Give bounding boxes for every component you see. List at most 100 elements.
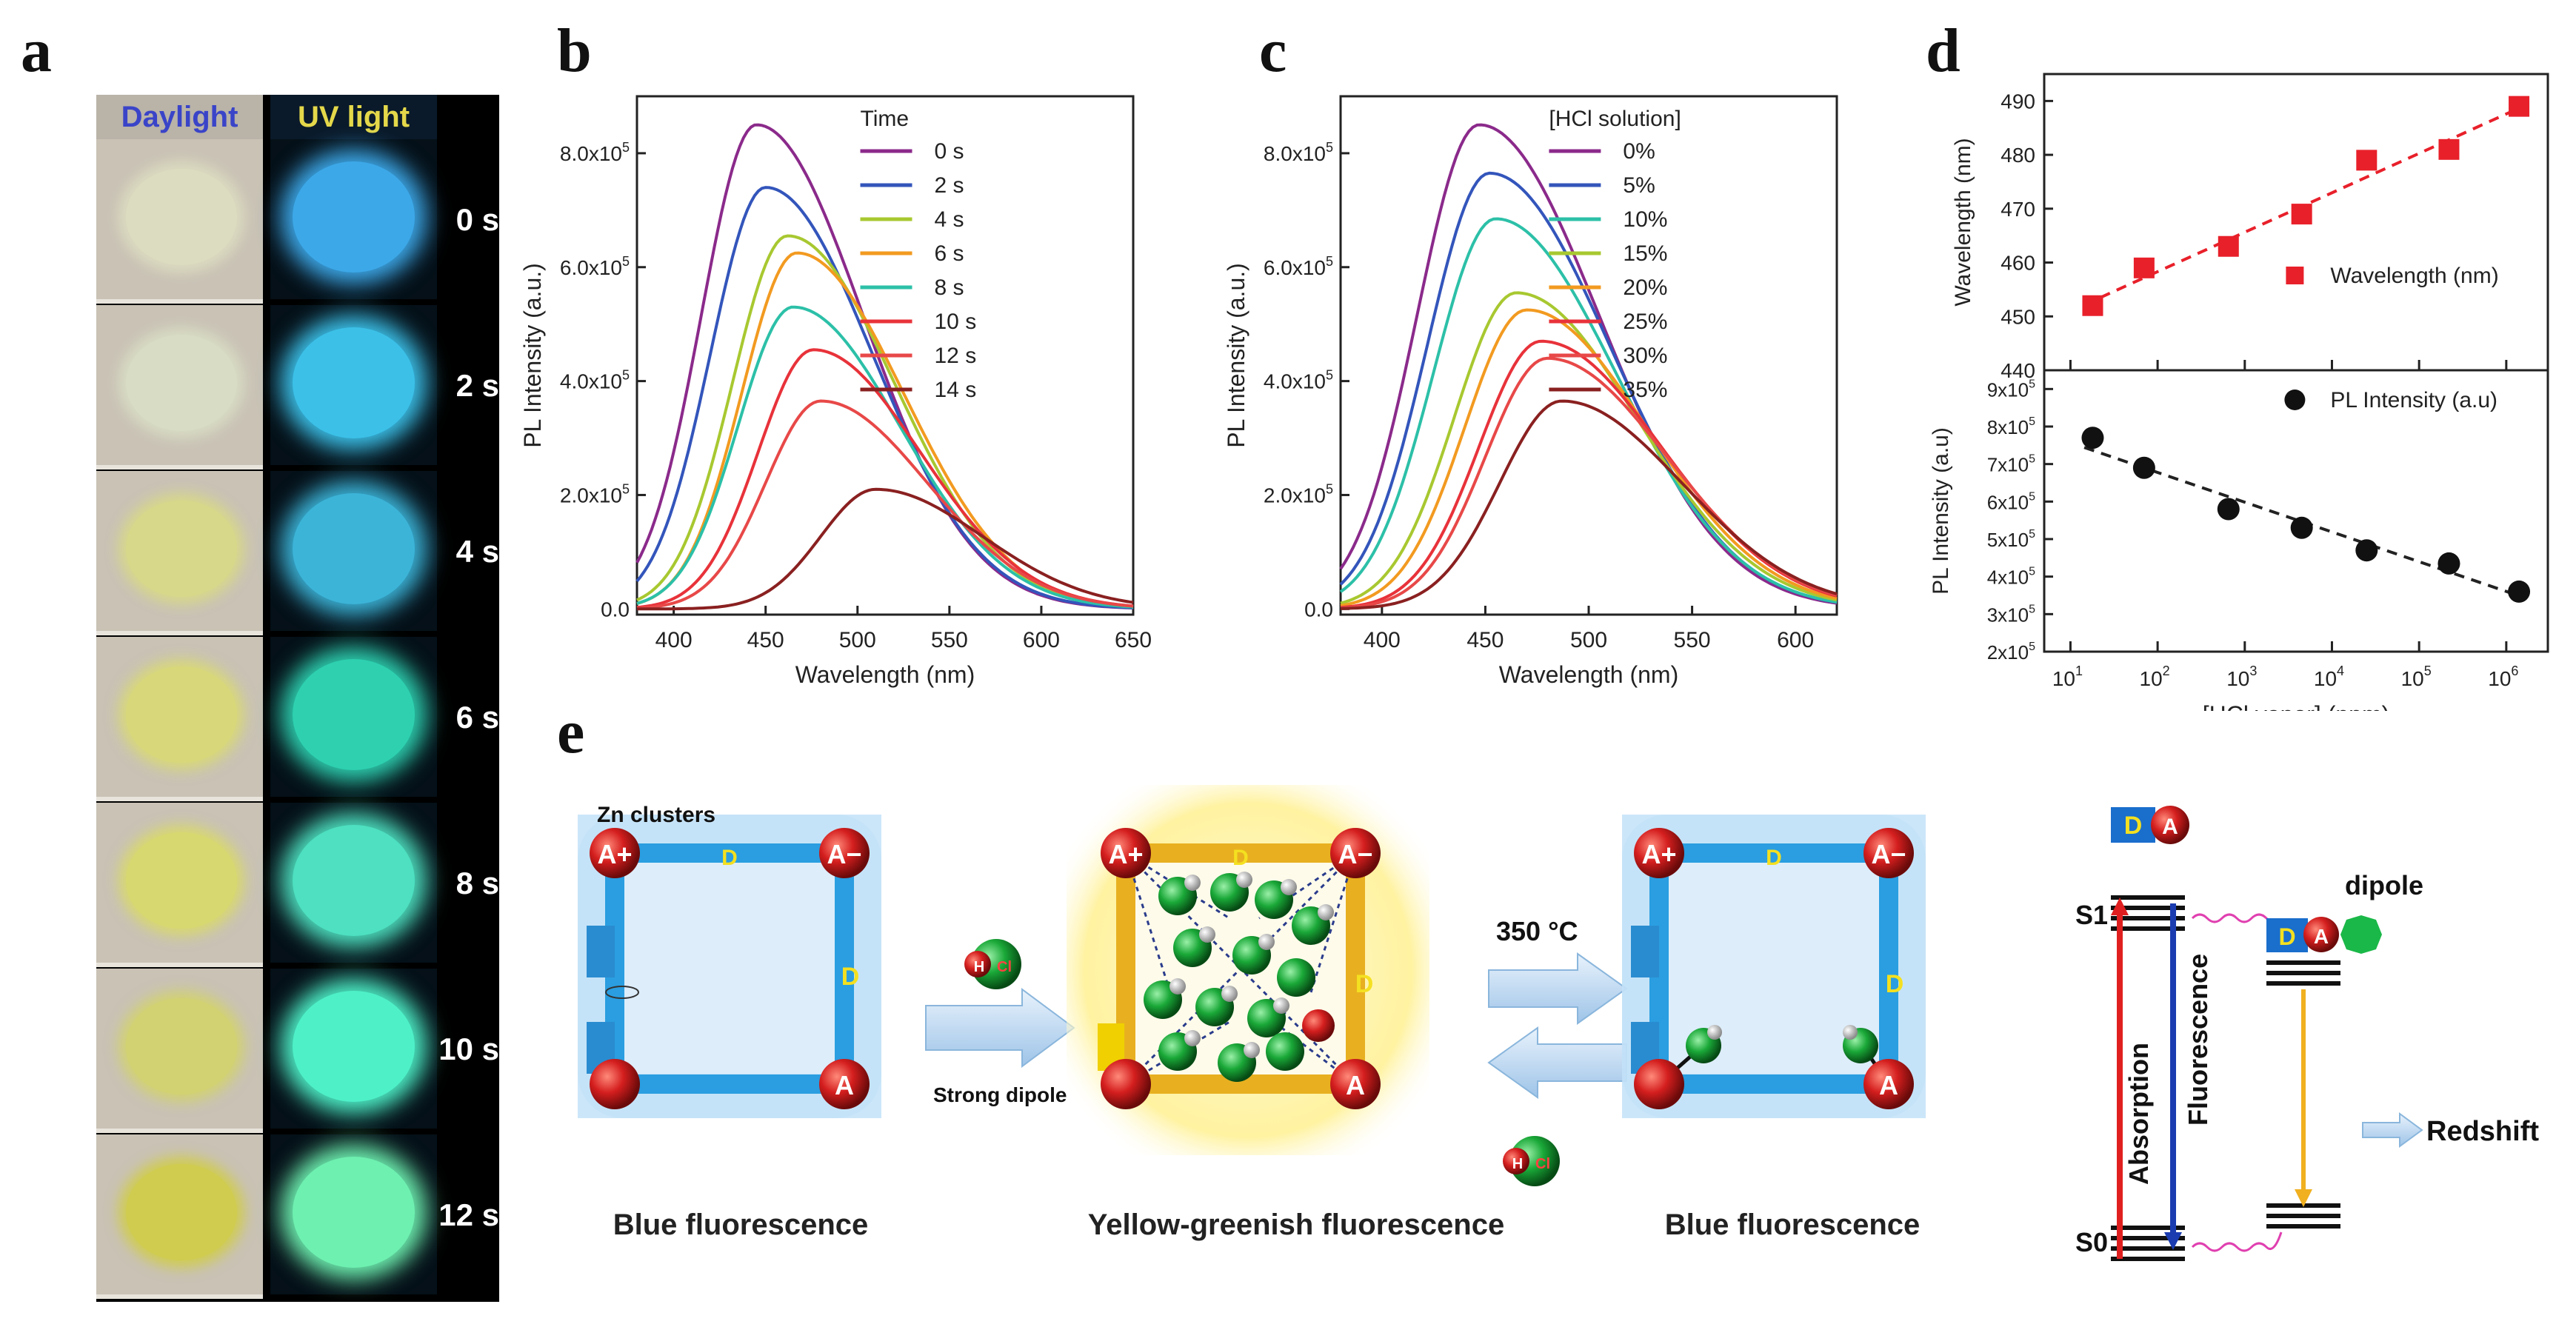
d-label: D	[1355, 970, 1374, 998]
data-point-intensity	[2437, 552, 2460, 575]
cl-label: Cl	[997, 959, 1012, 975]
caption-blue-right: Blue fluorescence	[1664, 1209, 1921, 1241]
legend-label: PL Intensity (a.u)	[2330, 388, 2497, 412]
y-tick-label: 0.0	[1304, 598, 1333, 621]
data-point-wavelength	[2218, 235, 2239, 257]
legend-label: 14 s	[935, 378, 977, 402]
d-label: D	[1766, 846, 1782, 870]
y-tick-label: 0.0	[601, 598, 630, 621]
x-tick-label: 550	[931, 628, 968, 652]
powder-sample	[293, 327, 415, 438]
time-label: 4 s	[456, 534, 499, 569]
y-tick-label: 6x105	[1987, 490, 2035, 513]
hcl-molecule: H Cl	[1503, 1136, 1560, 1186]
x-tick-label: 101	[2052, 664, 2083, 690]
data-point-intensity	[2508, 580, 2531, 603]
x-tick-label: 400	[655, 628, 693, 652]
a-label: A	[2314, 925, 2329, 948]
legend-label: 20%	[1623, 275, 1667, 300]
x-axis-title: [HCl vapor] (ppm)	[2203, 701, 2390, 711]
uv-photo	[270, 305, 437, 465]
legend-label: 0 s	[935, 139, 964, 164]
x-tick-label: 600	[1023, 628, 1060, 652]
y-tick-label: 480	[2001, 144, 2035, 167]
h-label: H	[974, 959, 984, 975]
data-point-wavelength	[2356, 150, 2378, 171]
legend-label: 10%	[1623, 207, 1667, 232]
legend-title: [HCl solution]	[1549, 107, 1681, 131]
x-tick-label: 103	[2226, 664, 2257, 690]
legend-label: 35%	[1623, 378, 1667, 402]
x-tick-label: 650	[1115, 628, 1152, 652]
daylight-photo	[96, 139, 263, 304]
legend-title: Time	[861, 107, 910, 131]
x-tick-label: 104	[2314, 664, 2344, 690]
y-tick-label: 2.0x105	[1264, 481, 1333, 507]
chart-hcl-solution: 400 450 500 550 600 0.0 2.0x105 4.0x105 6.0x105 8…	[1223, 95, 1838, 688]
data-point-wavelength	[2082, 295, 2103, 316]
time-label: 8 s	[456, 866, 499, 900]
powder-sample	[126, 335, 237, 431]
plot-frame	[2043, 73, 2549, 653]
daylight-photo	[96, 305, 263, 469]
legend-label: 25%	[1623, 310, 1667, 334]
y-axis-title: PL Intensity (a.u)	[1929, 427, 1953, 595]
arrow-left-icon	[1487, 1026, 1627, 1099]
a-minus-label: A−	[1871, 839, 1906, 869]
daylight-photo	[96, 803, 263, 967]
series-line-14s	[637, 487, 1134, 611]
a-plus-label: A+	[1108, 839, 1143, 869]
uv-header: UV light	[270, 95, 437, 139]
data-point-wavelength	[2438, 138, 2460, 160]
y-tick-label: 4x105	[1987, 566, 2035, 589]
data-point-intensity	[2355, 539, 2378, 562]
powder-sample	[293, 161, 415, 273]
y-tick-label: 7x105	[1987, 453, 2035, 476]
data-point-wavelength	[2291, 204, 2312, 225]
dipole-label: dipole	[2345, 870, 2423, 900]
powder-sample	[126, 1164, 237, 1260]
series-line-20	[1340, 308, 1838, 607]
series-line-6s	[636, 251, 1134, 608]
chart-time: 400 450 500 550 600 650 0.0 2.0x105 4.0x105 6.0x1…	[519, 95, 1152, 688]
chart-hcl-vapor: 101 102 103 104 105 106 440 450 460 470 480 490 Wave…	[1929, 73, 2549, 711]
series-line-25	[1340, 339, 1838, 609]
y-tick-label: 2.0x105	[560, 481, 630, 507]
frame-yellow-middle: A+ A− A D D	[1067, 785, 1429, 1155]
y-tick-label: 9x105	[1987, 378, 2035, 401]
legend-label: 10 s	[935, 310, 977, 334]
data-point-intensity	[2132, 456, 2155, 479]
panel-label-d: d	[1926, 16, 1961, 85]
y-tick-label: 460	[2001, 252, 2035, 275]
d-label: D	[1886, 970, 1904, 998]
uv-photo	[270, 139, 437, 299]
arrow-right-icon	[925, 988, 1075, 1068]
a-label: A	[2162, 815, 2178, 839]
a-minus-label: A−	[1338, 839, 1372, 869]
s1-label: S1	[2075, 900, 2108, 930]
uv-photo	[270, 637, 437, 797]
legend-swatch	[2286, 267, 2304, 284]
strong-dipole-label: Strong dipole	[933, 1083, 1067, 1106]
time-label: 12 s	[438, 1197, 499, 1232]
daylight-photo	[96, 1134, 263, 1299]
legend-label: 8 s	[935, 275, 964, 300]
legend-label: 5%	[1623, 173, 1655, 198]
photo-strip: Daylight UV light 0 s 2 s 4 s 6 s 8 s 10 s 12 …	[96, 95, 499, 1302]
absorption-label: Absorption	[2123, 1043, 2154, 1185]
fit-line-wavelength	[2083, 104, 2527, 307]
zn-clusters-label: Zn clusters	[597, 803, 715, 827]
uv-photo	[270, 803, 437, 963]
y-axis-title: Wavelength (nm)	[1951, 138, 1975, 306]
a-minus-label: A−	[827, 839, 861, 869]
y-tick-label: 5x105	[1987, 528, 2035, 551]
y-tick-label: 440	[2001, 359, 2035, 382]
y-tick-label: 8.0x105	[1264, 140, 1333, 165]
data-point-intensity	[2217, 498, 2240, 521]
powder-sample	[126, 169, 237, 265]
legend-label: 30%	[1623, 344, 1667, 368]
mechanism-diagram: A+ A− A D D Zn clusters H Cl Strong dipo…	[578, 785, 2539, 1261]
data-point-wavelength	[2509, 96, 2530, 117]
d-label: D	[2124, 812, 2143, 840]
legend-label: 4 s	[935, 207, 964, 232]
